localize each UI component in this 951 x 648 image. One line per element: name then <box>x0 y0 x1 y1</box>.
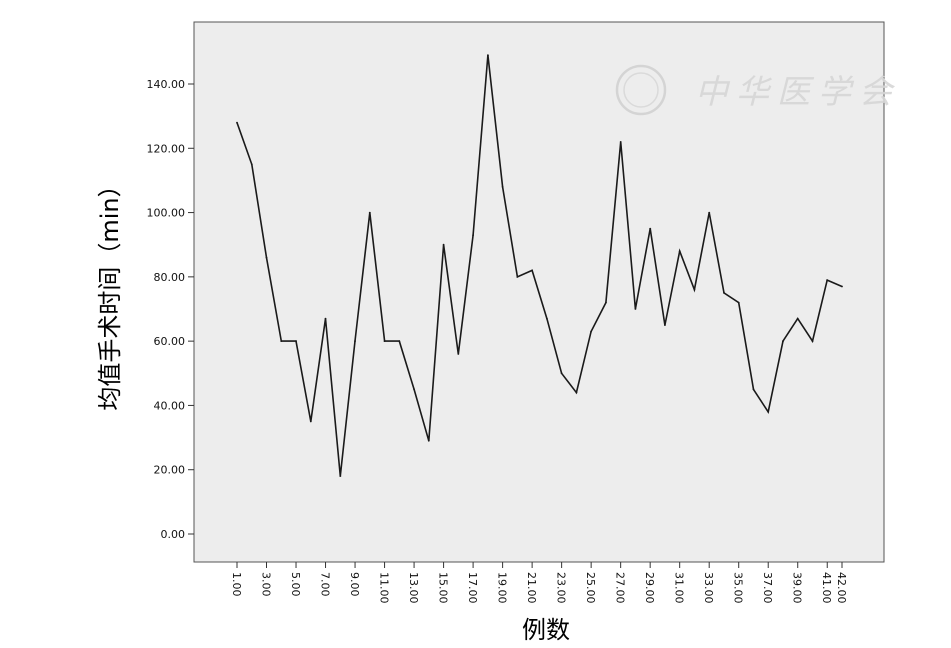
data-point <box>280 340 283 342</box>
y-tick-label: 20.00 <box>154 464 186 477</box>
x-tick-label: 1.00 <box>230 572 243 597</box>
data-point <box>413 388 415 391</box>
x-tick-label: 5.00 <box>289 572 302 597</box>
data-point <box>708 211 711 214</box>
y-axis-title: 均值手术时间（min） <box>96 173 124 410</box>
x-tick-label: 11.00 <box>378 572 391 604</box>
data-point <box>664 324 666 326</box>
data-point <box>501 186 504 188</box>
data-point <box>487 54 489 56</box>
data-point <box>472 234 474 237</box>
data-point <box>236 121 238 124</box>
y-tick-label: 140.00 <box>147 78 186 91</box>
y-tick-label: 100.00 <box>147 207 186 220</box>
data-point <box>442 243 445 246</box>
x-tick-label: 17.00 <box>466 572 479 604</box>
series-layer <box>236 54 843 477</box>
data-point <box>723 292 725 294</box>
x-tick-label: 42.00 <box>835 572 848 604</box>
data-point <box>782 340 784 342</box>
x-tick-label: 13.00 <box>407 572 420 604</box>
x-tick-label: 9.00 <box>348 572 361 597</box>
data-point <box>678 250 681 253</box>
data-point <box>575 391 578 394</box>
data-point <box>811 340 814 342</box>
data-point <box>368 211 371 214</box>
data-point <box>339 475 342 477</box>
y-tick-label: 0.00 <box>161 528 186 541</box>
x-tick-label: 31.00 <box>673 572 686 604</box>
watermark: 中华医学会 <box>615 64 900 116</box>
data-point <box>649 227 652 230</box>
data-point <box>752 388 755 391</box>
x-tick-label: 41.00 <box>820 572 833 604</box>
data-point <box>634 308 637 310</box>
data-point <box>398 340 401 342</box>
x-tick-label: 23.00 <box>555 572 568 604</box>
data-point <box>324 317 327 320</box>
data-point <box>531 269 533 272</box>
x-tick-label: 25.00 <box>584 572 597 604</box>
data-point <box>383 340 386 342</box>
data-point <box>309 420 312 423</box>
data-point <box>796 317 799 320</box>
data-point <box>265 256 268 259</box>
data-point <box>427 439 430 442</box>
x-tick-label: 39.00 <box>791 572 804 604</box>
watermark-seal-ring <box>615 64 667 116</box>
data-point <box>767 411 770 413</box>
x-tick-label: 37.00 <box>761 572 774 604</box>
x-tick-label: 21.00 <box>525 572 538 604</box>
x-tick-label: 33.00 <box>702 572 715 604</box>
x-tick-label: 7.00 <box>319 572 332 597</box>
data-point <box>295 340 297 342</box>
data-point <box>546 317 548 320</box>
data-point <box>354 340 356 342</box>
data-point <box>250 163 253 166</box>
x-tick-label: 27.00 <box>614 572 627 604</box>
data-point <box>457 353 460 355</box>
data-point <box>693 288 696 291</box>
x-tick-label: 19.00 <box>496 572 509 604</box>
x-tick-label: 15.00 <box>437 572 450 604</box>
data-point <box>619 141 622 143</box>
x-tick-label: 3.00 <box>260 572 273 597</box>
data-point <box>826 279 829 281</box>
y-tick-label: 80.00 <box>154 271 186 284</box>
watermark-seal-inner <box>623 72 659 108</box>
series-line-0 <box>236 55 843 477</box>
x-axis-title: 例数 <box>522 616 570 644</box>
data-point <box>841 285 843 288</box>
x-tick-label: 35.00 <box>732 572 745 604</box>
x-tick-label: 29.00 <box>643 572 656 604</box>
data-point <box>737 301 740 304</box>
y-tick-label: 120.00 <box>147 142 186 155</box>
data-point <box>560 372 563 375</box>
y-axis: 0.00 20.00 40.00 60.00 80.00 100.00 120.00 140.… <box>147 78 194 541</box>
data-point <box>516 276 519 278</box>
watermark-text: 中华医学会 <box>695 72 900 111</box>
data-point <box>605 301 607 304</box>
y-tick-label: 60.00 <box>154 335 186 348</box>
y-tick-label: 40.00 <box>154 399 186 412</box>
x-axis: 1.00 3.00 5.00 7.00 9.00 11.00 13.00 15.00 17.00… <box>230 562 848 604</box>
data-point <box>590 330 592 333</box>
